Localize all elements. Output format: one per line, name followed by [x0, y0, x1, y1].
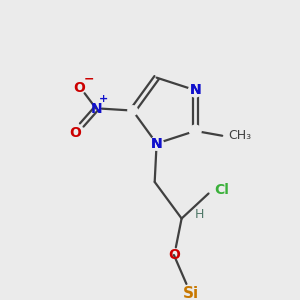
Text: N: N	[151, 136, 162, 151]
Text: Cl: Cl	[214, 183, 229, 197]
Circle shape	[128, 106, 137, 116]
Text: H: H	[195, 208, 204, 221]
Text: N: N	[90, 102, 102, 116]
Text: N: N	[190, 83, 201, 97]
Text: +: +	[99, 94, 109, 104]
Circle shape	[190, 125, 201, 137]
Text: CH₃: CH₃	[228, 129, 251, 142]
Circle shape	[189, 83, 202, 97]
Text: O: O	[73, 80, 85, 94]
Circle shape	[150, 137, 163, 150]
Text: Si: Si	[183, 286, 199, 300]
Text: O: O	[168, 248, 180, 262]
Text: O: O	[69, 126, 81, 140]
Text: −: −	[83, 72, 94, 85]
Text: N: N	[151, 136, 162, 151]
Text: N: N	[190, 83, 201, 97]
